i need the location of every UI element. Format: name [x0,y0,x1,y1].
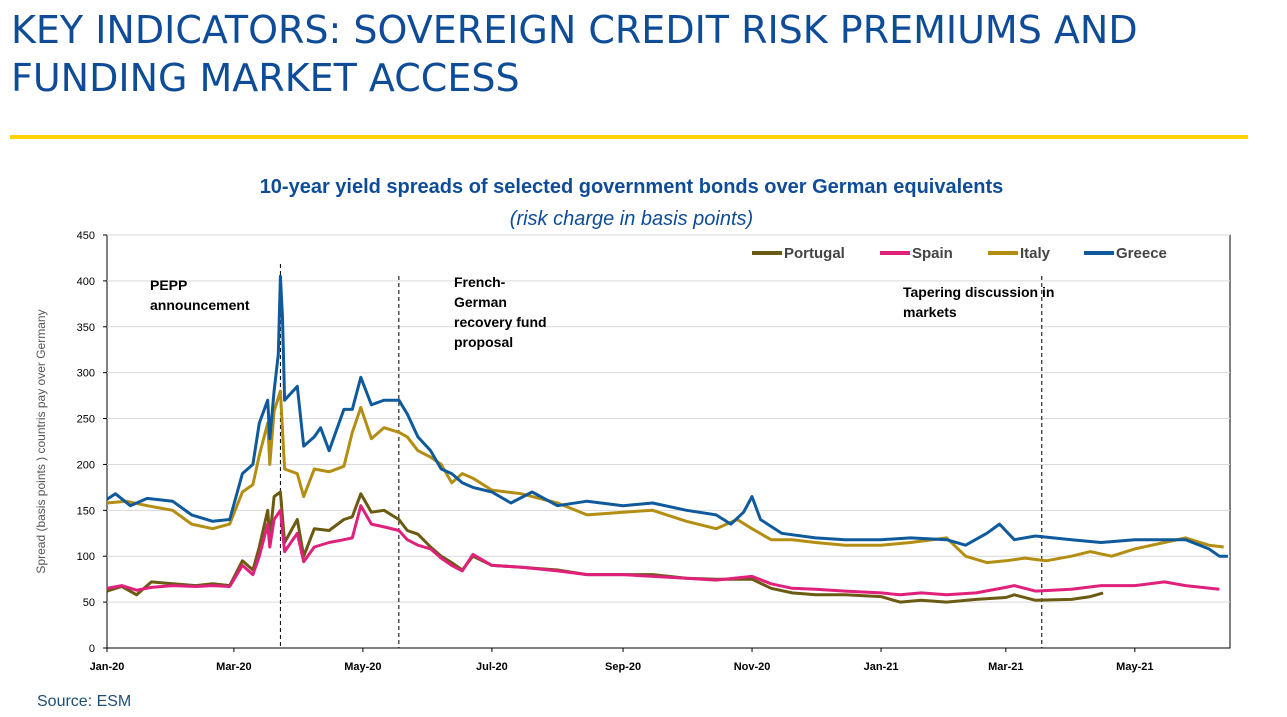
legend-label-portugal: Portugal [784,245,845,262]
x-tick-label: May-20 [344,661,381,673]
x-tick-label: Jan-21 [864,661,899,673]
x-tick-label: Mar-21 [988,661,1023,673]
x-tick-label: Mar-20 [216,661,251,673]
y-tick-label: 250 [77,414,95,426]
annotation-label: French- [454,274,506,290]
x-tick-label: Sep-20 [605,661,641,673]
y-tick-label: 400 [77,276,95,288]
legend-label-italy: Italy [1020,245,1051,262]
slide-title: KEY INDICATORS: SOVEREIGN CREDIT RISK PR… [11,6,1271,102]
annotation-label: Tapering discussion in [903,284,1054,300]
y-tick-label: 0 [89,643,95,655]
legend-label-greece: Greece [1116,245,1167,262]
y-tick-label: 200 [77,459,95,471]
x-tick-label: May-21 [1116,661,1153,673]
annotation-label: German [454,294,507,310]
x-tick-label: Jul-20 [476,661,508,673]
slide-title-line-1: KEY INDICATORS: SOVEREIGN CREDIT RISK PR… [11,8,1138,52]
y-tick-label: 150 [77,505,95,517]
series-line-greece [106,274,1228,558]
annotation-label: markets [903,304,957,320]
y-tick-label: 350 [77,322,95,334]
plot-area [106,234,1231,649]
slide-title-line-2: FUNDING MARKET ACCESS [11,56,520,100]
x-tick-label: Jan-20 [90,661,125,673]
y-tick-label: 50 [83,597,95,609]
x-tick-label: Nov-20 [734,661,771,673]
annotation-label: proposal [454,334,513,350]
legend-label-spain: Spain [912,245,953,262]
series-line-spain [106,504,1220,597]
y-tick-label: 300 [77,368,95,380]
chart-subtitle: (risk charge in basis points) [509,208,754,230]
annotation-label: announcement [150,297,250,313]
chart-title: 10-year yield spreads of selected govern… [259,176,1004,198]
y-axis-label: Spread (basis points ) countris pay over… [34,309,48,573]
source-note: Source: ESM [37,693,132,710]
annotation-label: recovery fund [454,314,547,330]
title-accent-rule [10,135,1248,139]
y-tick-label: 450 [77,230,95,242]
annotation-label: PEPP [150,277,187,293]
y-tick-label: 100 [77,551,95,563]
series-line-portugal [106,490,1104,604]
